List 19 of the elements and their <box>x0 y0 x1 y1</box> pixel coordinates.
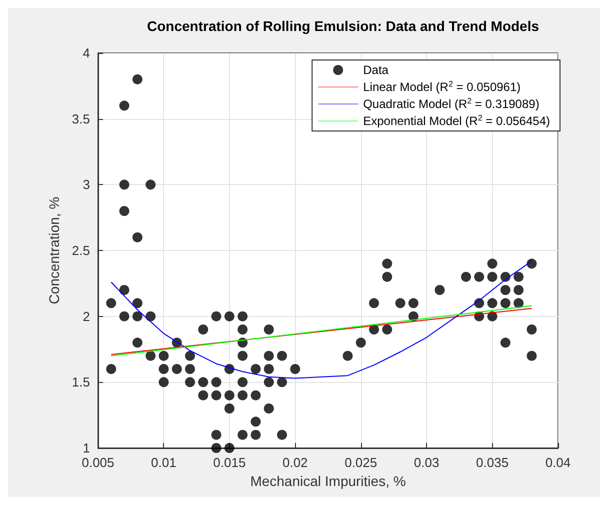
y-tick-label: 2 <box>82 308 90 324</box>
x-tick-label: 0.025 <box>344 455 378 470</box>
y-tick-label: 1.5 <box>72 374 90 390</box>
y-axis-title: Concentration, % <box>46 196 62 304</box>
y-tick-label: 3.5 <box>72 111 90 126</box>
x-tick-label: 0.02 <box>282 455 308 470</box>
x-tick-label: 0.035 <box>476 455 509 470</box>
y-tick-label: 3 <box>82 177 90 192</box>
y-tick-label: 4 <box>82 46 90 60</box>
legend-label: Data <box>363 63 389 77</box>
x-tick-label: 0.03 <box>414 455 440 470</box>
x-tick-label: 0.015 <box>213 455 246 470</box>
y-tick-label: 1 <box>82 440 90 456</box>
chart-title: Concentration of Rolling Emulsion: Data and Trend Models <box>146 18 540 34</box>
x-tick-label: 0.01 <box>151 455 176 470</box>
x-axis-title: Mechanical Impurities, % <box>250 472 406 489</box>
x-tick-label: 0.005 <box>82 455 114 470</box>
y-tick-label: 2.5 <box>72 243 90 258</box>
x-tick-label: 0.04 <box>545 455 571 470</box>
